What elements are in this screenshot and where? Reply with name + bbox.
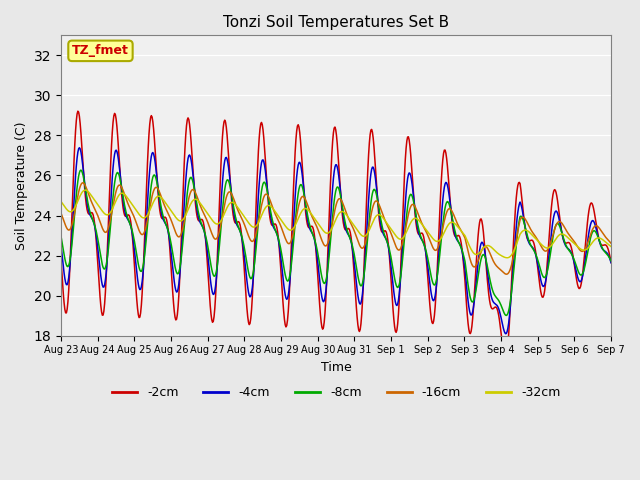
-16cm [57, 210, 65, 216]
-4cm [209, 291, 217, 297]
-16cm [79, 180, 86, 186]
-16cm [180, 219, 188, 225]
Line: -8cm: -8cm [61, 170, 611, 315]
-8cm [209, 272, 217, 278]
-2cm [57, 257, 65, 263]
-8cm [607, 258, 615, 264]
-16cm [420, 224, 428, 230]
-4cm [502, 331, 509, 336]
Y-axis label: Soil Temperature (C): Soil Temperature (C) [15, 121, 28, 250]
-16cm [125, 202, 132, 207]
-4cm [67, 249, 75, 254]
-16cm [502, 271, 510, 277]
-16cm [607, 240, 615, 246]
-4cm [180, 202, 188, 207]
-4cm [404, 176, 412, 181]
Text: TZ_fmet: TZ_fmet [72, 44, 129, 57]
-8cm [67, 250, 75, 256]
-32cm [67, 209, 75, 215]
-4cm [607, 260, 615, 266]
-32cm [607, 244, 615, 250]
-32cm [503, 255, 511, 261]
-32cm [404, 227, 412, 232]
-16cm [209, 234, 217, 240]
-2cm [67, 238, 75, 243]
-8cm [57, 233, 65, 239]
Line: -4cm: -4cm [61, 148, 611, 334]
-8cm [502, 312, 510, 318]
Title: Tonzi Soil Temperatures Set B: Tonzi Soil Temperatures Set B [223, 15, 449, 30]
Line: -16cm: -16cm [61, 183, 611, 274]
-4cm [76, 145, 83, 151]
Line: -32cm: -32cm [61, 190, 611, 258]
-8cm [180, 223, 188, 229]
-8cm [77, 167, 84, 173]
-2cm [74, 108, 82, 114]
-32cm [125, 196, 132, 202]
-8cm [404, 204, 412, 210]
-2cm [607, 260, 615, 265]
-2cm [209, 318, 217, 324]
-32cm [209, 218, 217, 224]
-2cm [125, 212, 132, 217]
Line: -2cm: -2cm [61, 111, 611, 357]
-4cm [420, 240, 428, 246]
-8cm [420, 241, 428, 247]
-16cm [67, 225, 75, 230]
-32cm [180, 215, 188, 221]
Legend: -2cm, -4cm, -8cm, -16cm, -32cm: -2cm, -4cm, -8cm, -16cm, -32cm [107, 382, 565, 405]
-4cm [57, 242, 65, 248]
-16cm [404, 215, 412, 221]
-2cm [404, 134, 412, 140]
-2cm [502, 354, 509, 360]
-4cm [125, 217, 132, 223]
-2cm [420, 234, 428, 240]
-2cm [180, 161, 188, 167]
-8cm [125, 217, 132, 223]
X-axis label: Time: Time [321, 361, 351, 374]
-32cm [82, 187, 90, 193]
-32cm [420, 224, 428, 229]
-32cm [57, 199, 65, 204]
